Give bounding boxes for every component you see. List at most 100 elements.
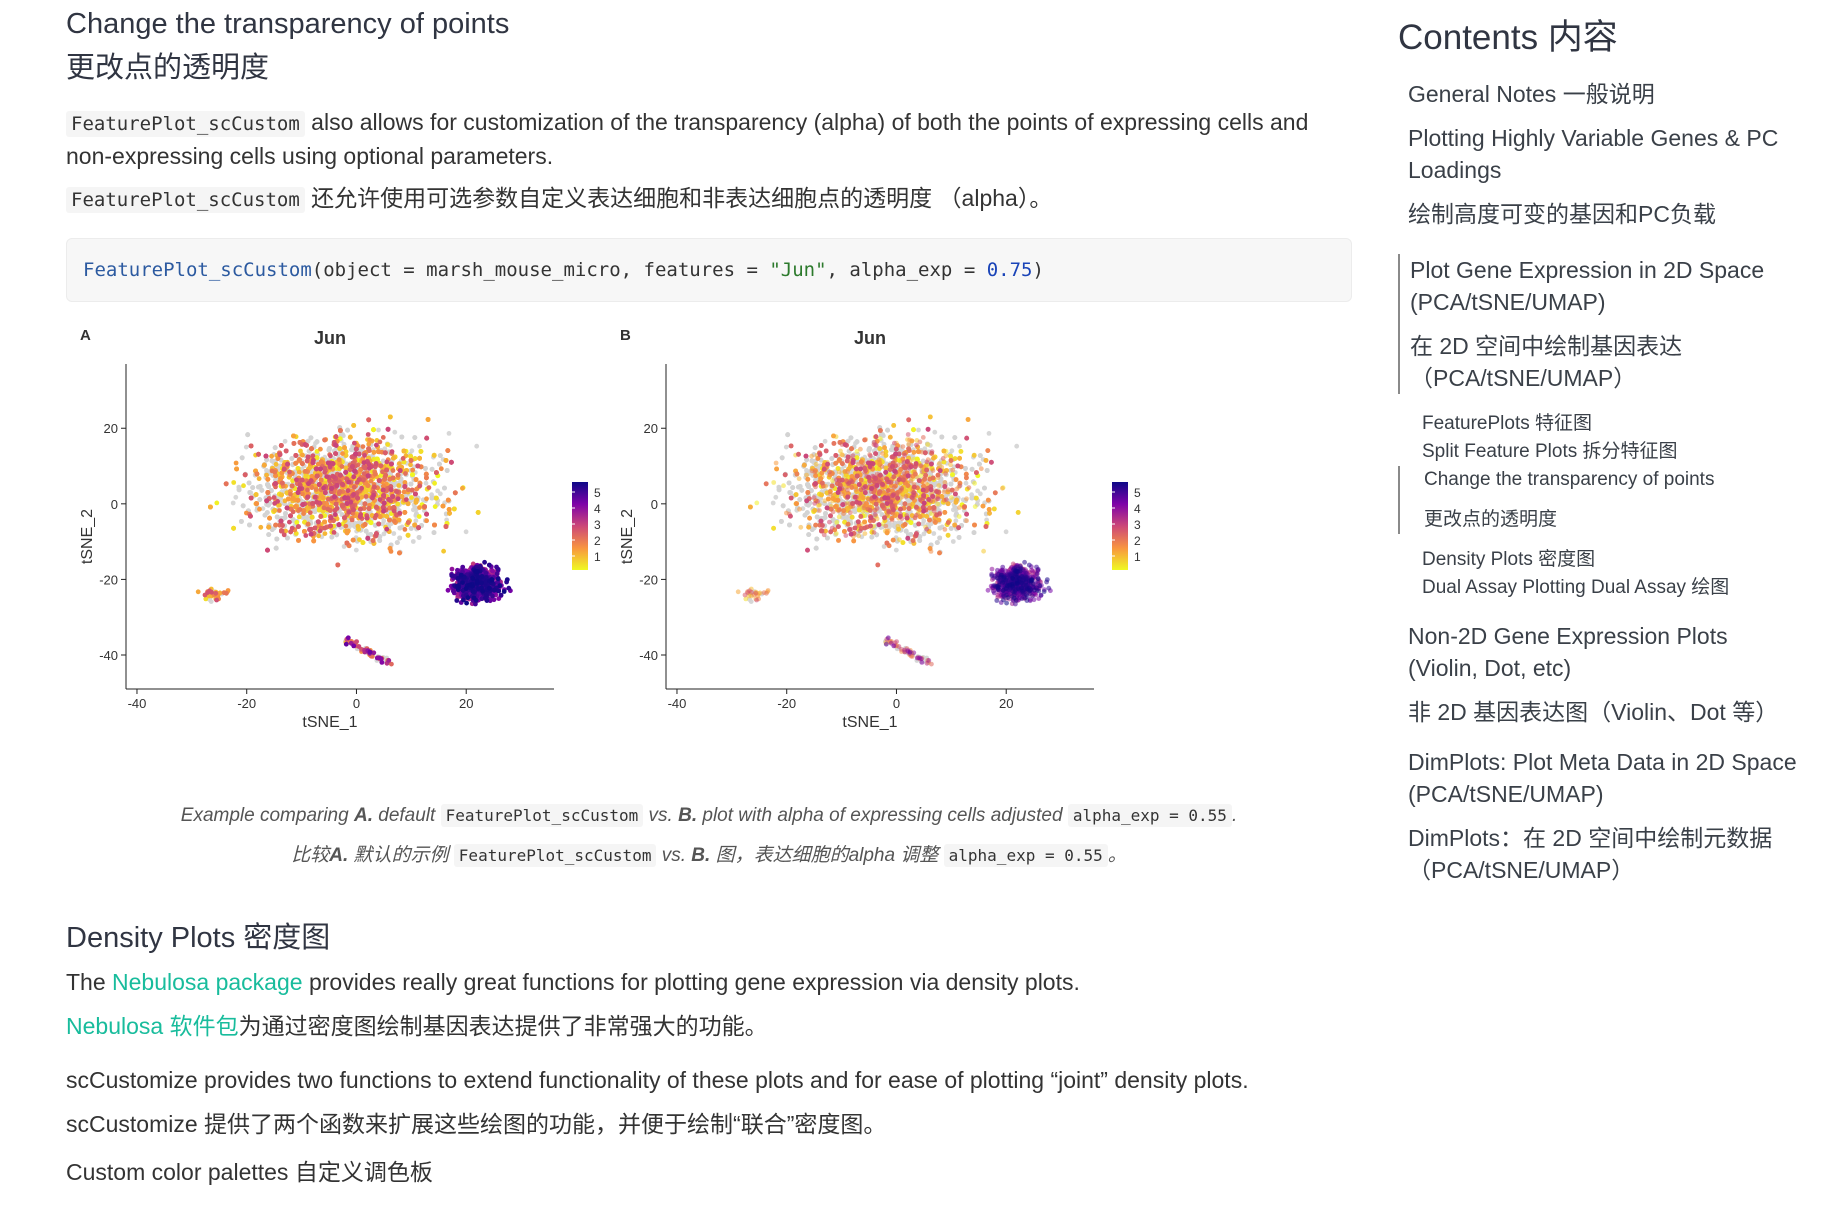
point-expressing [417,455,422,461]
point-expressing [264,472,269,478]
point-expressing [307,510,313,515]
point-non-expressing [431,530,437,535]
point-expressing [322,525,328,531]
point-expressing [452,490,458,496]
point-expressing [333,501,339,507]
point-non-expressing [408,526,414,531]
point-expressing [408,453,413,459]
point-expressing [289,525,295,531]
point-expressing [269,453,274,459]
point-expressing [288,491,293,497]
point-expressing [305,521,311,527]
point-expressing [425,417,431,422]
code-args: (object = marsh_mouse_micro, features = [311,259,770,281]
point-expressing [410,472,415,477]
point-expressing [433,495,439,501]
point-expressing [408,458,414,463]
point-expressing [366,441,372,447]
point-expressing [296,514,302,520]
point-expressing [301,511,306,516]
point-expressing [367,437,372,443]
point-expressing [384,467,389,473]
point-non-expressing [245,432,251,438]
point-expressing [401,448,407,454]
point-expressing [397,550,402,556]
point-expressing [360,444,366,449]
point-non-expressing [246,480,252,486]
main-content: Change the transparency of points 更改点的透明… [66,0,1352,1188]
point-expressing [475,510,481,515]
point-expressing [355,523,361,529]
section-title-en: Change the transparency of points [66,8,510,40]
point-expressing [416,514,422,519]
point-expressing [289,483,295,489]
code-string: "Jun" [769,259,827,281]
point-expressing [357,537,362,542]
point-expressing [195,589,201,595]
point-expressing [446,507,452,512]
point-expressing [234,466,240,472]
point-expressing [310,501,315,506]
point-expressing [288,513,293,519]
point-non-expressing [380,521,385,527]
point-expressing [409,495,414,500]
point-expressing [342,515,347,521]
point-non-expressing [410,539,416,544]
point-expressing [371,427,376,433]
point-expressing [273,522,279,528]
point-expressing [258,524,264,530]
point-expressing [318,514,324,519]
inline-code: FeaturePlot_scCustom [66,111,305,137]
point-expressing [318,477,324,483]
point-expressing [378,463,384,469]
point-expressing [325,506,331,512]
feature-plot-figure: A Jun-40 -20 0 20200-20-40tSNE_1tSNE_254321B… [79,327,1141,731]
point-expressing [298,448,303,454]
point-expressing [432,504,438,509]
point-expressing [319,459,324,465]
point-expressing [426,485,432,490]
point-expressing [261,462,267,468]
code-function: FeaturePlot_scCustom [83,259,312,281]
point-expressing [322,437,328,443]
point-expressing [231,480,237,485]
point-non-expressing [397,535,403,541]
point-non-expressing [233,494,239,500]
point-expressing [231,525,237,531]
point-expressing [328,523,333,529]
point-expressing [338,428,343,433]
point-expressing [303,533,309,538]
point-non-expressing [388,521,394,527]
code-number: 0.75 [986,259,1033,281]
point-expressing [417,505,422,510]
point-expressing [278,476,284,481]
point-expressing [432,522,437,528]
point-expressing [337,489,343,495]
code-block[interactable]: FeaturePlot_scCustom(object = marsh_mous… [66,238,1352,302]
point-expressing [385,442,391,447]
point-expressing [416,525,421,531]
point-expressing [343,523,349,529]
point-expressing [340,503,345,509]
point-expressing [359,494,365,500]
point-expressing [286,496,291,502]
point-expressing [205,590,211,595]
point-non-expressing [243,444,249,450]
section-title-zh: 更改点的透明度 [66,52,270,84]
point-expressing [322,465,328,471]
point-expressing [396,483,402,488]
point-non-expressing [417,443,422,449]
point-expressing [366,446,371,452]
point-expressing [374,531,379,537]
point-expressing [347,434,353,440]
point-expressing [344,530,350,536]
point-expressing [300,491,305,497]
point-non-expressing [341,544,347,549]
point-expressing [277,452,283,457]
point-expressing [443,524,449,529]
point-expressing [278,443,284,448]
point-expressing [408,462,413,468]
point-expressing [272,508,278,513]
point-expressing [309,514,315,520]
